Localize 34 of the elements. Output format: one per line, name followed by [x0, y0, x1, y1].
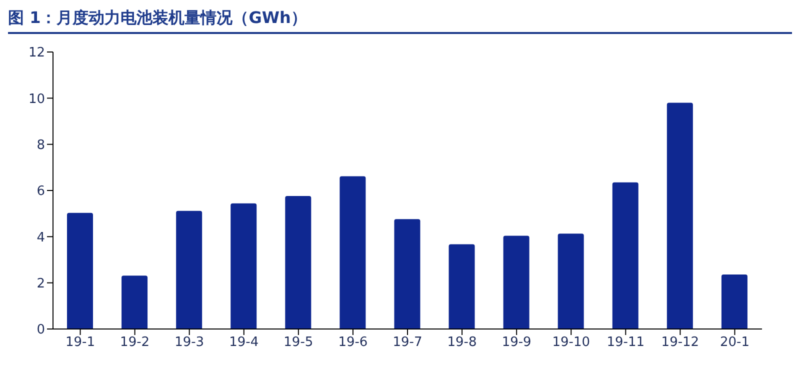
y-tick-label: 10 [28, 92, 45, 107]
bar [285, 196, 312, 329]
x-tick-label: 19-8 [447, 335, 477, 350]
bar [340, 176, 366, 329]
x-tick-label: 19-10 [552, 335, 590, 350]
chart-title: 图 1：月度动力电池装机量情况（GWh） [8, 8, 792, 34]
x-tick-label: 19-5 [284, 335, 314, 350]
bar [612, 182, 638, 329]
bar [448, 244, 475, 329]
bar [67, 212, 93, 329]
y-tick-label: 8 [36, 138, 45, 153]
x-tick-label: 20-1 [720, 335, 750, 350]
bar [558, 234, 584, 329]
bar [721, 274, 748, 329]
x-tick-label: 19-2 [120, 335, 150, 350]
y-tick-label: 6 [36, 184, 45, 200]
bar [122, 276, 148, 329]
x-tick-label: 19-3 [174, 335, 204, 350]
bar [503, 236, 530, 329]
bar [666, 102, 693, 329]
x-tick-label: 19-11 [606, 335, 645, 350]
x-tick-label: 19-7 [392, 335, 422, 350]
x-tick-label: 19-6 [338, 335, 368, 350]
x-tick-label: 19-12 [661, 335, 700, 350]
y-tick-label: 2 [36, 276, 45, 292]
y-tick-label: 12 [28, 46, 45, 61]
bar [394, 219, 420, 329]
y-tick-label: 4 [36, 230, 45, 246]
bar [230, 203, 257, 329]
y-tick-label: 0 [36, 322, 45, 338]
x-tick-label: 19-9 [502, 335, 532, 350]
x-tick-label: 19-4 [229, 335, 259, 350]
x-tick-label: 19-1 [66, 335, 96, 350]
bar [176, 210, 202, 329]
